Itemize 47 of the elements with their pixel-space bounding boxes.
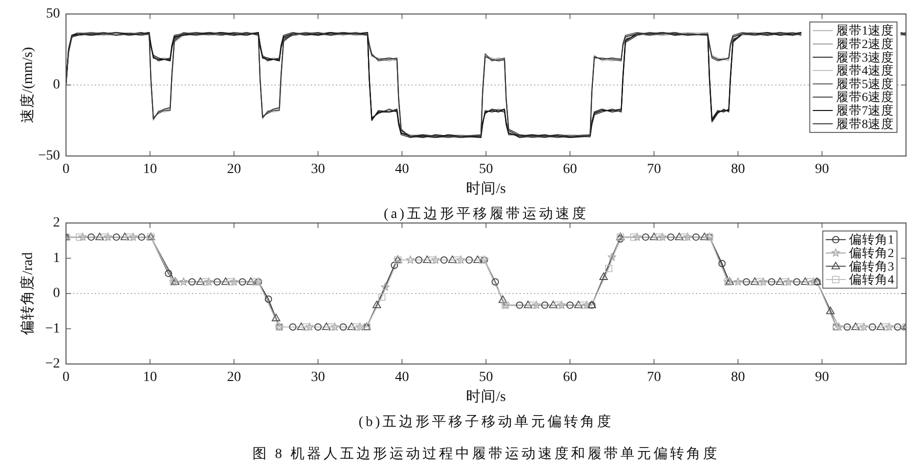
x-tick-label: 30 — [311, 162, 325, 177]
legend-label: 履带5速度 — [836, 76, 894, 91]
legend-label: 偏转角3 — [848, 259, 894, 274]
x-tick-label: 80 — [731, 370, 745, 385]
x-tick-label: 80 — [731, 162, 745, 177]
x-tick-label: 20 — [227, 370, 241, 385]
text: (b)五边形平移子移动单元偏转角度 — [358, 414, 614, 430]
y-tick-label: 1 — [53, 250, 60, 266]
text: (a)五边形平移履带运动速度 — [384, 206, 588, 222]
legend-label: 偏转角1 — [848, 232, 894, 247]
x-tick-label: 60 — [563, 370, 577, 385]
legend-label: 偏转角2 — [848, 246, 894, 260]
legend-label: 履带7速度 — [836, 102, 894, 118]
y-tick-label: 50 — [46, 6, 60, 22]
x-tick-label: 70 — [647, 162, 661, 177]
x-tick-label: 10 — [143, 162, 157, 177]
x-tick-label: 60 — [563, 162, 577, 177]
y-tick-label: 0 — [53, 78, 60, 92]
legend-label: 履带3速度 — [836, 49, 894, 64]
x-tick-label: 0 — [62, 162, 70, 177]
y-tick-label: 0 — [53, 286, 60, 301]
x-axis-title: 时间/s — [466, 388, 506, 405]
x-tick-label: 90 — [815, 162, 829, 177]
legend-label: 履带8速度 — [836, 116, 894, 131]
y-tick-label: −1 — [45, 321, 60, 336]
series-label: 履带1速度 — [836, 22, 894, 38]
x-tick-label: 50 — [479, 370, 493, 385]
x-axis-title: 时间/s — [466, 180, 506, 197]
y-tick-label: 2 — [53, 216, 60, 230]
legend-label: 偏转角4 — [848, 272, 895, 287]
x-tick-label: 10 — [143, 370, 157, 385]
legend-label: 履带4速度 — [836, 62, 894, 78]
y-tick-label: −2 — [45, 356, 60, 372]
y-tick-label: −50 — [38, 148, 60, 164]
caption: 图 8 机器人五边形运动过程中履带运动速度和履带单元偏转角度 — [252, 446, 720, 462]
x-tick-label: 30 — [311, 370, 325, 385]
x-tick-label: 50 — [479, 162, 493, 177]
x-tick-label: 0 — [62, 370, 70, 385]
legend-label: 履带2速度 — [836, 36, 894, 51]
x-tick-label: 40 — [395, 162, 409, 177]
y-axis-title: 速度/(mm/s) — [19, 46, 36, 123]
legend-label: 履带6速度 — [836, 89, 894, 104]
y-axis-title: 偏转角度/rad — [19, 251, 36, 335]
x-tick-label: 90 — [815, 370, 829, 385]
x-tick-label: 70 — [647, 370, 661, 385]
x-tick-label: 20 — [227, 162, 241, 177]
x-tick-label: 40 — [395, 370, 409, 385]
